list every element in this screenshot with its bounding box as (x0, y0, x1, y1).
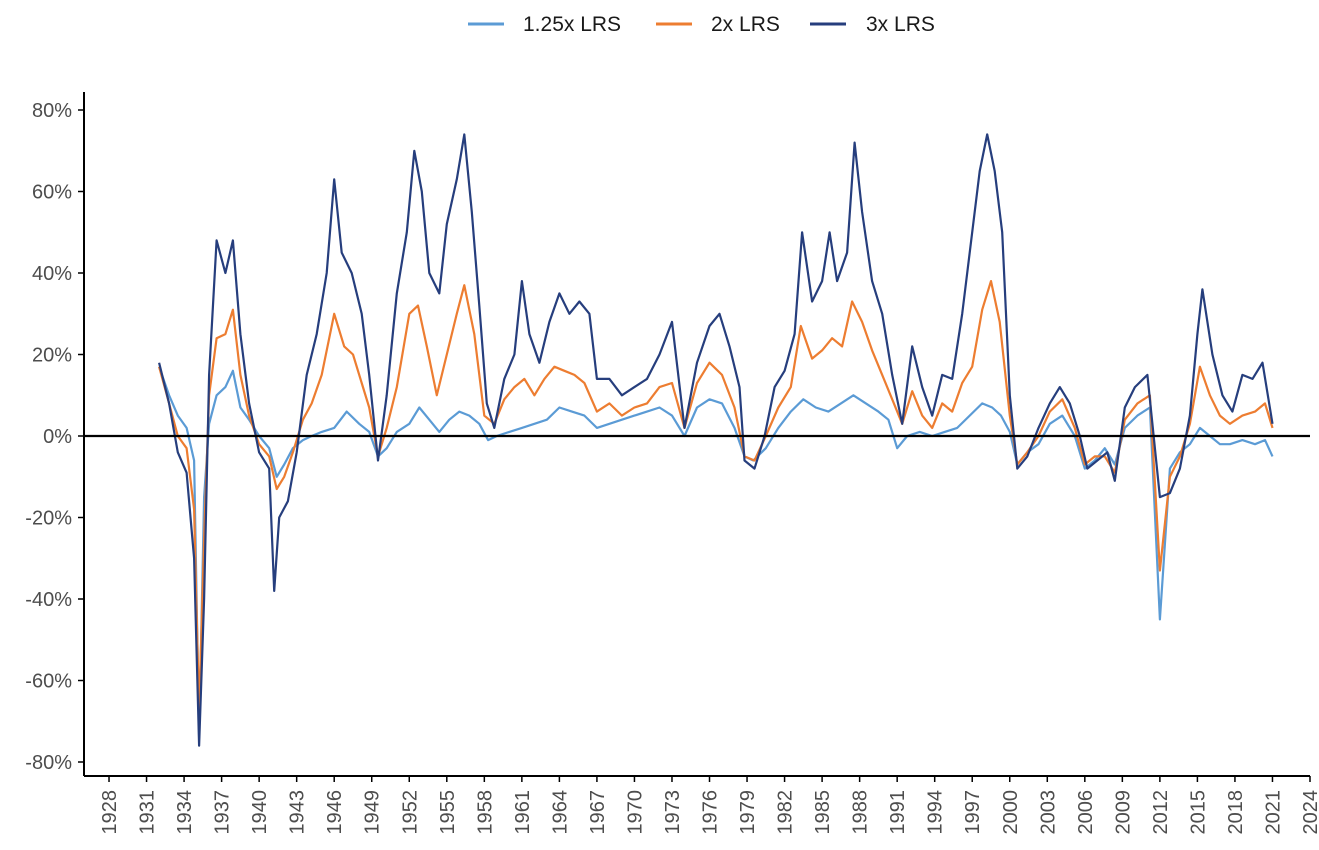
legend-label-lrs-2x: 2x LRS (711, 13, 780, 36)
x-tick-label: 2018 (1225, 790, 1247, 835)
x-tick-label: 1940 (249, 790, 271, 835)
x-tick-label: 1928 (99, 790, 121, 835)
legend-label-lrs-3x: 3x LRS (866, 13, 935, 36)
x-tick-label: 1937 (212, 790, 234, 835)
x-tick-label: 1967 (587, 790, 609, 835)
x-tick-label: 1976 (700, 790, 722, 835)
x-tick-label: 1985 (812, 790, 834, 835)
y-tick-label: 0% (43, 426, 72, 448)
x-tick-label: 1982 (775, 790, 797, 835)
y-axis-ticks: 80% 60% 40% 20% 0% -20% -40% -60% -80% (25, 100, 84, 774)
x-tick-label: 1955 (437, 790, 459, 835)
legend-label-lrs-1-25x: 1.25x LRS (523, 13, 621, 36)
y-tick-label: -80% (25, 752, 72, 774)
x-tick-label: 1964 (549, 790, 571, 835)
x-tick-label: 1946 (324, 790, 346, 835)
x-tick-label: 1988 (850, 790, 872, 835)
plot-area (84, 133, 1310, 747)
x-tick-label: 1979 (737, 790, 759, 835)
y-tick-label: 20% (32, 345, 72, 367)
y-tick-label: -60% (25, 671, 72, 693)
x-tick-label: 2000 (1000, 790, 1022, 835)
x-tick-label: 1943 (287, 790, 309, 835)
series-line-lrs-3x (158, 133, 1274, 747)
y-tick-label: -20% (25, 508, 72, 530)
x-tick-label: 1958 (474, 790, 496, 835)
x-tick-label: 1931 (137, 790, 159, 835)
x-tick-label: 2003 (1037, 790, 1059, 835)
x-tick-label: 1997 (962, 790, 984, 835)
x-tick-label: 2009 (1112, 790, 1134, 835)
x-tick-label: 1970 (624, 790, 646, 835)
x-tick-label: 2024 (1300, 790, 1319, 835)
x-tick-label: 1961 (512, 790, 534, 835)
x-tick-label: 1949 (362, 790, 384, 835)
legend: 1.25x LRS 2x LRS 3x LRS (468, 13, 935, 36)
x-tick-label: 1952 (399, 790, 421, 835)
x-tick-label: 1973 (662, 790, 684, 835)
y-tick-label: 80% (32, 100, 72, 122)
series-line-lrs-1-25x (158, 366, 1274, 739)
x-axis-ticks: 1928 1931 1934 1937 1940 1943 1946 1949 1952 1955… (99, 776, 1319, 835)
x-tick-label: 1934 (174, 790, 196, 835)
y-tick-label: 60% (32, 182, 72, 204)
x-tick-label: 2012 (1150, 790, 1172, 835)
x-tick-label: 1994 (925, 790, 947, 835)
x-tick-label: 2021 (1262, 790, 1284, 835)
y-tick-label: -40% (25, 589, 72, 611)
y-tick-label: 40% (32, 263, 72, 285)
x-tick-label: 2006 (1075, 790, 1097, 835)
series-line-lrs-2x (158, 280, 1274, 715)
x-tick-label: 2015 (1187, 790, 1209, 835)
x-tick-label: 1991 (887, 790, 909, 835)
